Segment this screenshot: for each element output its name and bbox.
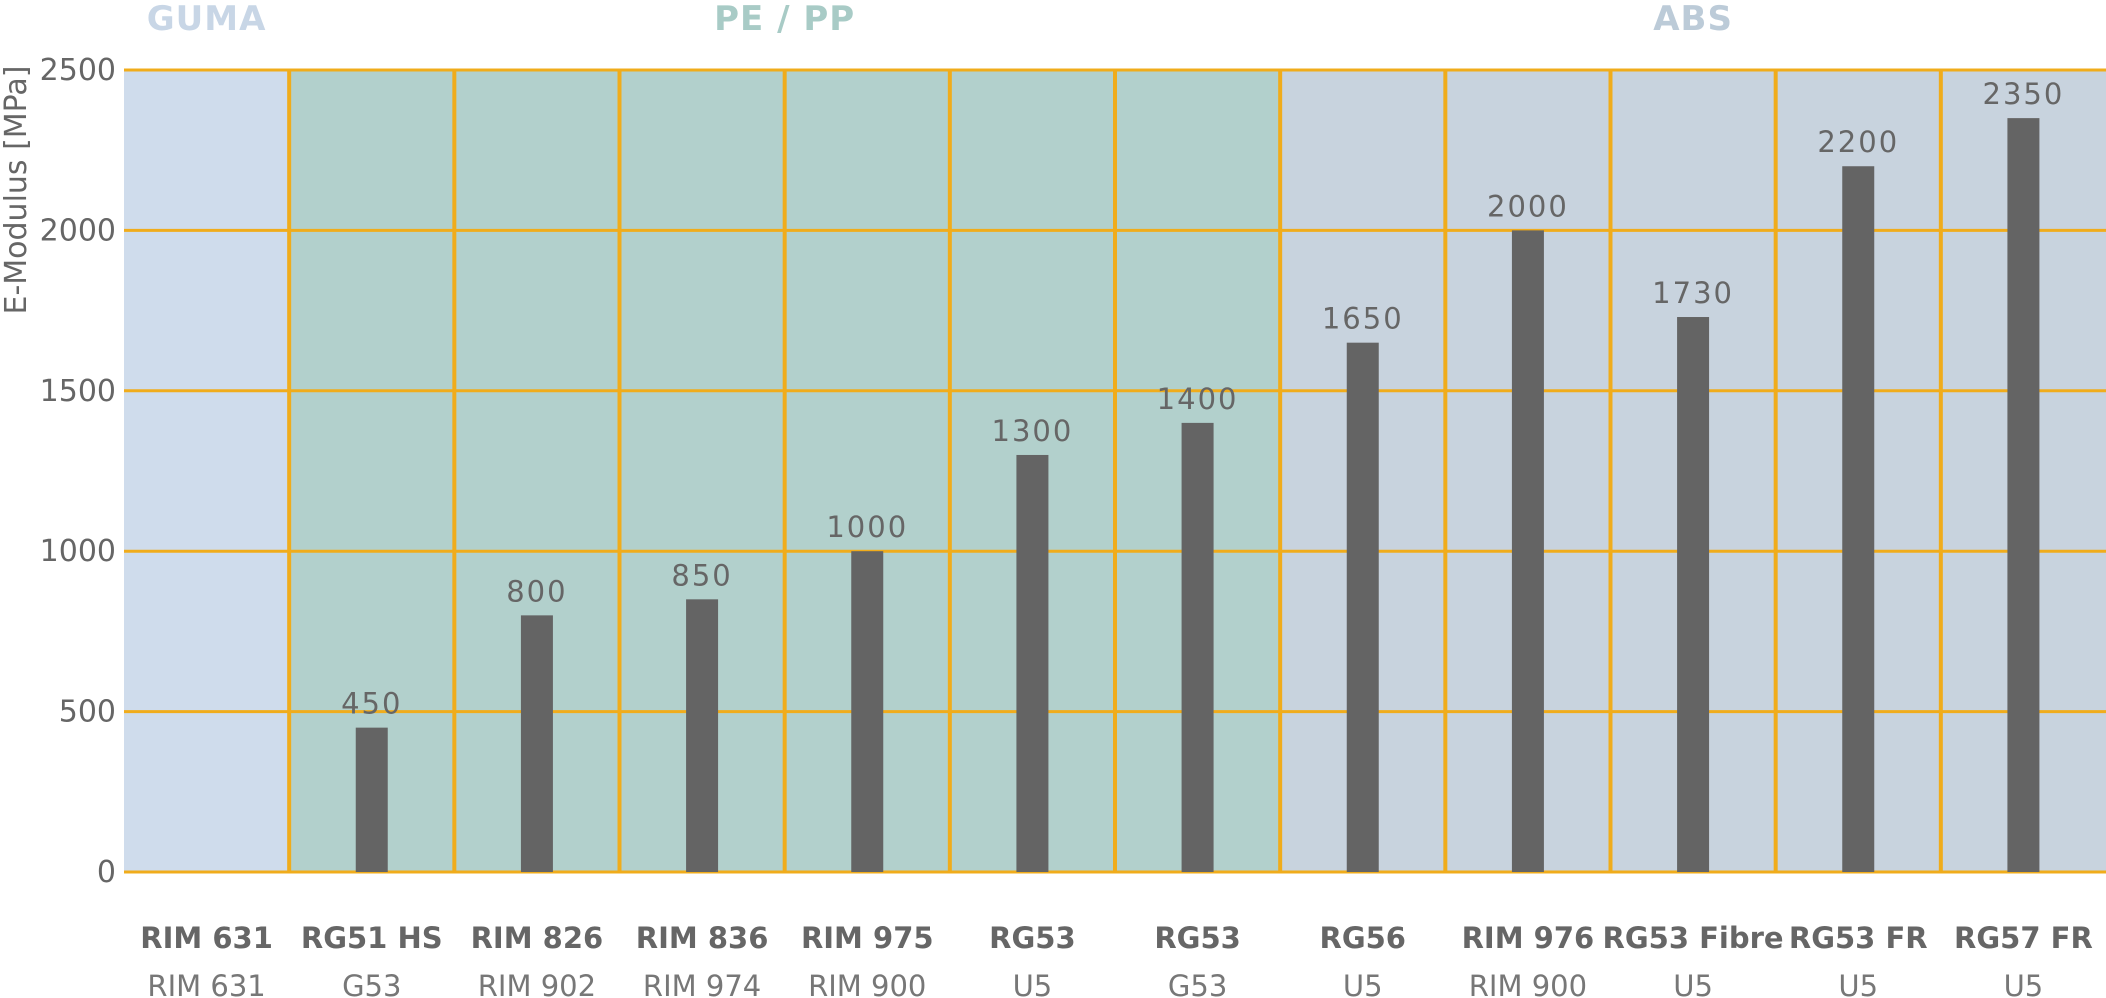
- category-sublabel-5: U5: [1013, 969, 1053, 998]
- grid-lines: [124, 68, 2106, 874]
- y-axis-label: E-Modulus [MPa]: [0, 65, 34, 314]
- category-sublabel-3: RIM 974: [643, 969, 761, 998]
- data-label-2: 800: [506, 574, 567, 608]
- category-label-3: RIM 836: [636, 921, 769, 955]
- bar-8: [1511, 230, 1544, 872]
- category-sublabel-9: U5: [1673, 969, 1713, 998]
- data-label-10: 2200: [1817, 125, 1899, 159]
- category-label-11: RG57 FR: [1954, 921, 2093, 955]
- data-label-11: 2350: [1983, 77, 2065, 111]
- category-label-5: RG53: [989, 921, 1076, 955]
- category-sublabel-0: RIM 631: [147, 969, 265, 998]
- category-label-4: RIM 975: [801, 921, 934, 955]
- group-label-1: PE / PP: [714, 0, 855, 39]
- category-sublabel-8: RIM 900: [1469, 969, 1587, 998]
- data-label-8: 2000: [1487, 189, 1569, 223]
- category-sublabel-2: RIM 902: [478, 969, 596, 998]
- category-sublabel-6: G53: [1168, 969, 1227, 998]
- data-label-7: 1650: [1322, 302, 1404, 336]
- category-sublabel-10: U5: [1838, 969, 1878, 998]
- category-sublabel-4: RIM 900: [808, 969, 926, 998]
- data-label-6: 1400: [1157, 382, 1239, 416]
- bar-2: [520, 615, 553, 872]
- bar-4: [851, 551, 884, 872]
- bars: [355, 118, 2040, 873]
- category-label-0: RIM 631: [140, 921, 273, 955]
- bar-10: [1842, 166, 1875, 873]
- category-label-8: RIM 976: [1462, 921, 1595, 955]
- category-sublabel-11: U5: [2004, 969, 2044, 998]
- y-tick-label-4: 2000: [40, 213, 116, 248]
- bar-6: [1181, 422, 1214, 872]
- group-band-0: [124, 70, 290, 872]
- y-axis-ticks: 0 500 1000 1500 2000 2500: [40, 53, 116, 890]
- data-label-5: 1300: [992, 414, 1074, 448]
- bar-1: [355, 727, 388, 872]
- bar-7: [1346, 342, 1379, 872]
- data-labels: 450 800 850 1000 1300 1400 1650 2000 1730 2200 235…: [341, 77, 2065, 721]
- group-label-0: GUMA: [147, 0, 267, 39]
- bar-9: [1677, 317, 1710, 872]
- x-axis-categories: RIM 631 RIM 631 RG51 HS G53 RIM 826 RIM 902 RI…: [140, 921, 2093, 998]
- bar-5: [1016, 454, 1049, 872]
- y-tick-label-2: 1000: [40, 534, 116, 569]
- group-label-2: ABS: [1653, 0, 1733, 39]
- category-sublabel-1: G53: [342, 969, 401, 998]
- y-tick-label-1: 500: [59, 695, 116, 730]
- category-sublabel-7: U5: [1343, 969, 1383, 998]
- data-label-4: 1000: [826, 510, 908, 544]
- y-tick-label-5: 2500: [40, 53, 116, 88]
- group-labels: GUMA PE / PP ABS: [147, 0, 1733, 39]
- category-label-10: RG53 FR: [1789, 921, 1928, 955]
- y-tick-label-3: 1500: [40, 374, 116, 409]
- category-label-2: RIM 826: [471, 921, 604, 955]
- y-tick-label-0: 0: [97, 855, 116, 890]
- category-label-7: RG56: [1320, 921, 1407, 955]
- data-label-3: 850: [671, 558, 732, 592]
- data-label-9: 1730: [1652, 276, 1734, 310]
- bar-11: [2007, 118, 2040, 873]
- category-label-1: RG51 HS: [301, 921, 443, 955]
- data-label-1: 450: [341, 687, 402, 721]
- category-label-6: RG53: [1154, 921, 1241, 955]
- bar-3: [686, 599, 719, 872]
- category-label-9: RG53 Fibre: [1603, 921, 1784, 955]
